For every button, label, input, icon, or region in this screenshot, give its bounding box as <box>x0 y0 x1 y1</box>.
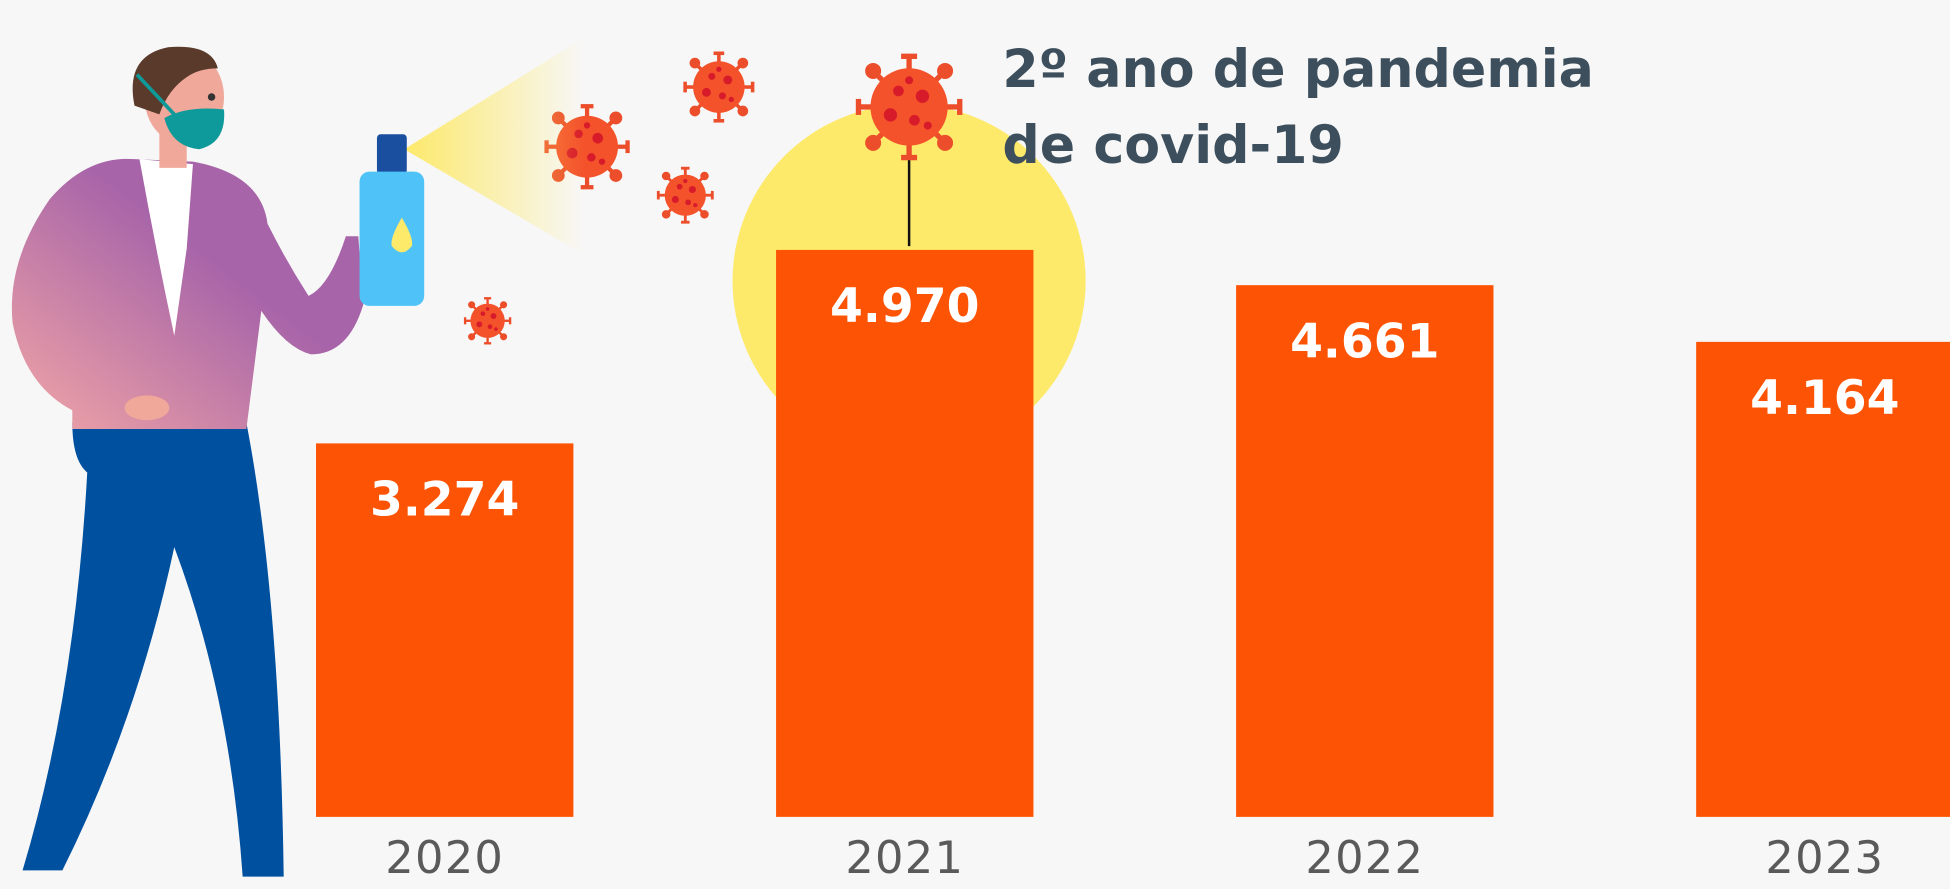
value-label: 4.970 <box>830 279 979 334</box>
x-tick-label: 2021 <box>845 831 964 884</box>
annotation: de covid-19 <box>1002 116 1343 176</box>
page: 2º ano de pandemia de covid-19 3.274 2020… <box>0 0 1950 889</box>
virus-icon <box>658 168 712 222</box>
virus-icon <box>465 298 510 343</box>
x-tick-label: 2022 <box>1305 831 1424 884</box>
virus-icon <box>685 53 752 120</box>
value-label: 3.274 <box>370 473 519 528</box>
x-tick-label: 2020 <box>385 831 504 884</box>
annotation: 2º ano de pandemia <box>1002 40 1594 100</box>
bar <box>776 250 1033 817</box>
x-tick-label: 2023 <box>1765 831 1884 884</box>
virus-icon <box>858 56 959 157</box>
value-label: 4.164 <box>1750 371 1899 426</box>
value-label: 4.661 <box>1290 314 1439 369</box>
chart: 2º ano de pandemia de covid-19 3.274 2020… <box>0 0 1950 889</box>
